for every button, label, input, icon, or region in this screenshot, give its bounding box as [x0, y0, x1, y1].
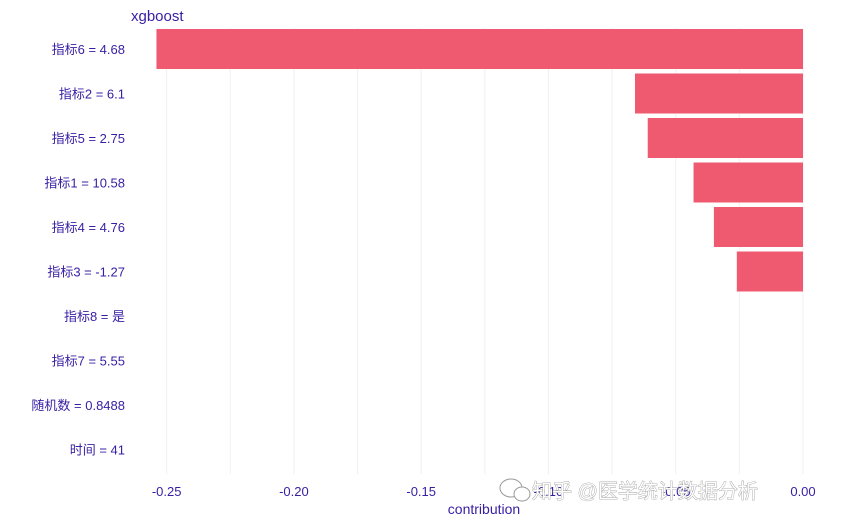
bar [736, 251, 803, 292]
bar [156, 29, 804, 69]
bar [693, 162, 803, 203]
x-tick-label: -0.05 [661, 484, 691, 499]
category-label: 指标3 = -1.27 [47, 265, 125, 280]
bar [713, 207, 803, 247]
x-tick-label: -0.10 [534, 484, 564, 499]
watermark-text: 知乎 @医学统计数据分析 [532, 480, 758, 503]
x-axis-title: contribution [448, 501, 520, 517]
x-tick-label: -0.20 [279, 484, 309, 499]
x-tick-label: 0.00 [790, 484, 815, 499]
x-tick-label: -0.25 [152, 484, 182, 499]
category-label: 随机数 = 0.8488 [31, 398, 125, 413]
y-axis-labels: 指标6 = 4.68 指标2 = 6.1 指标5 = 2.75 指标1 = 10.58… [31, 42, 125, 458]
category-label: 指标6 = 4.68 [52, 42, 125, 57]
category-label: 指标2 = 6.1 [59, 87, 125, 102]
watermark: 知乎 @医学统计数据分析 [499, 478, 758, 503]
model-title: xgboost [131, 8, 184, 25]
chat-bubble-icon [499, 478, 531, 502]
x-axis-labels: -0.25 -0.20 -0.15 -0.10 -0.05 0.00 [152, 484, 816, 499]
bar [635, 73, 803, 114]
bars [156, 29, 804, 292]
category-label: 指标7 = 5.55 [52, 354, 125, 369]
category-label: 指标1 = 10.58 [44, 176, 125, 191]
category-label: 时间 = 41 [70, 443, 125, 458]
x-tick-label: -0.15 [406, 484, 436, 499]
bar [647, 118, 803, 158]
category-label: 指标5 = 2.75 [52, 131, 125, 146]
category-label: 指标8 = 是 [64, 309, 125, 324]
category-label: 指标4 = 4.76 [52, 220, 125, 235]
